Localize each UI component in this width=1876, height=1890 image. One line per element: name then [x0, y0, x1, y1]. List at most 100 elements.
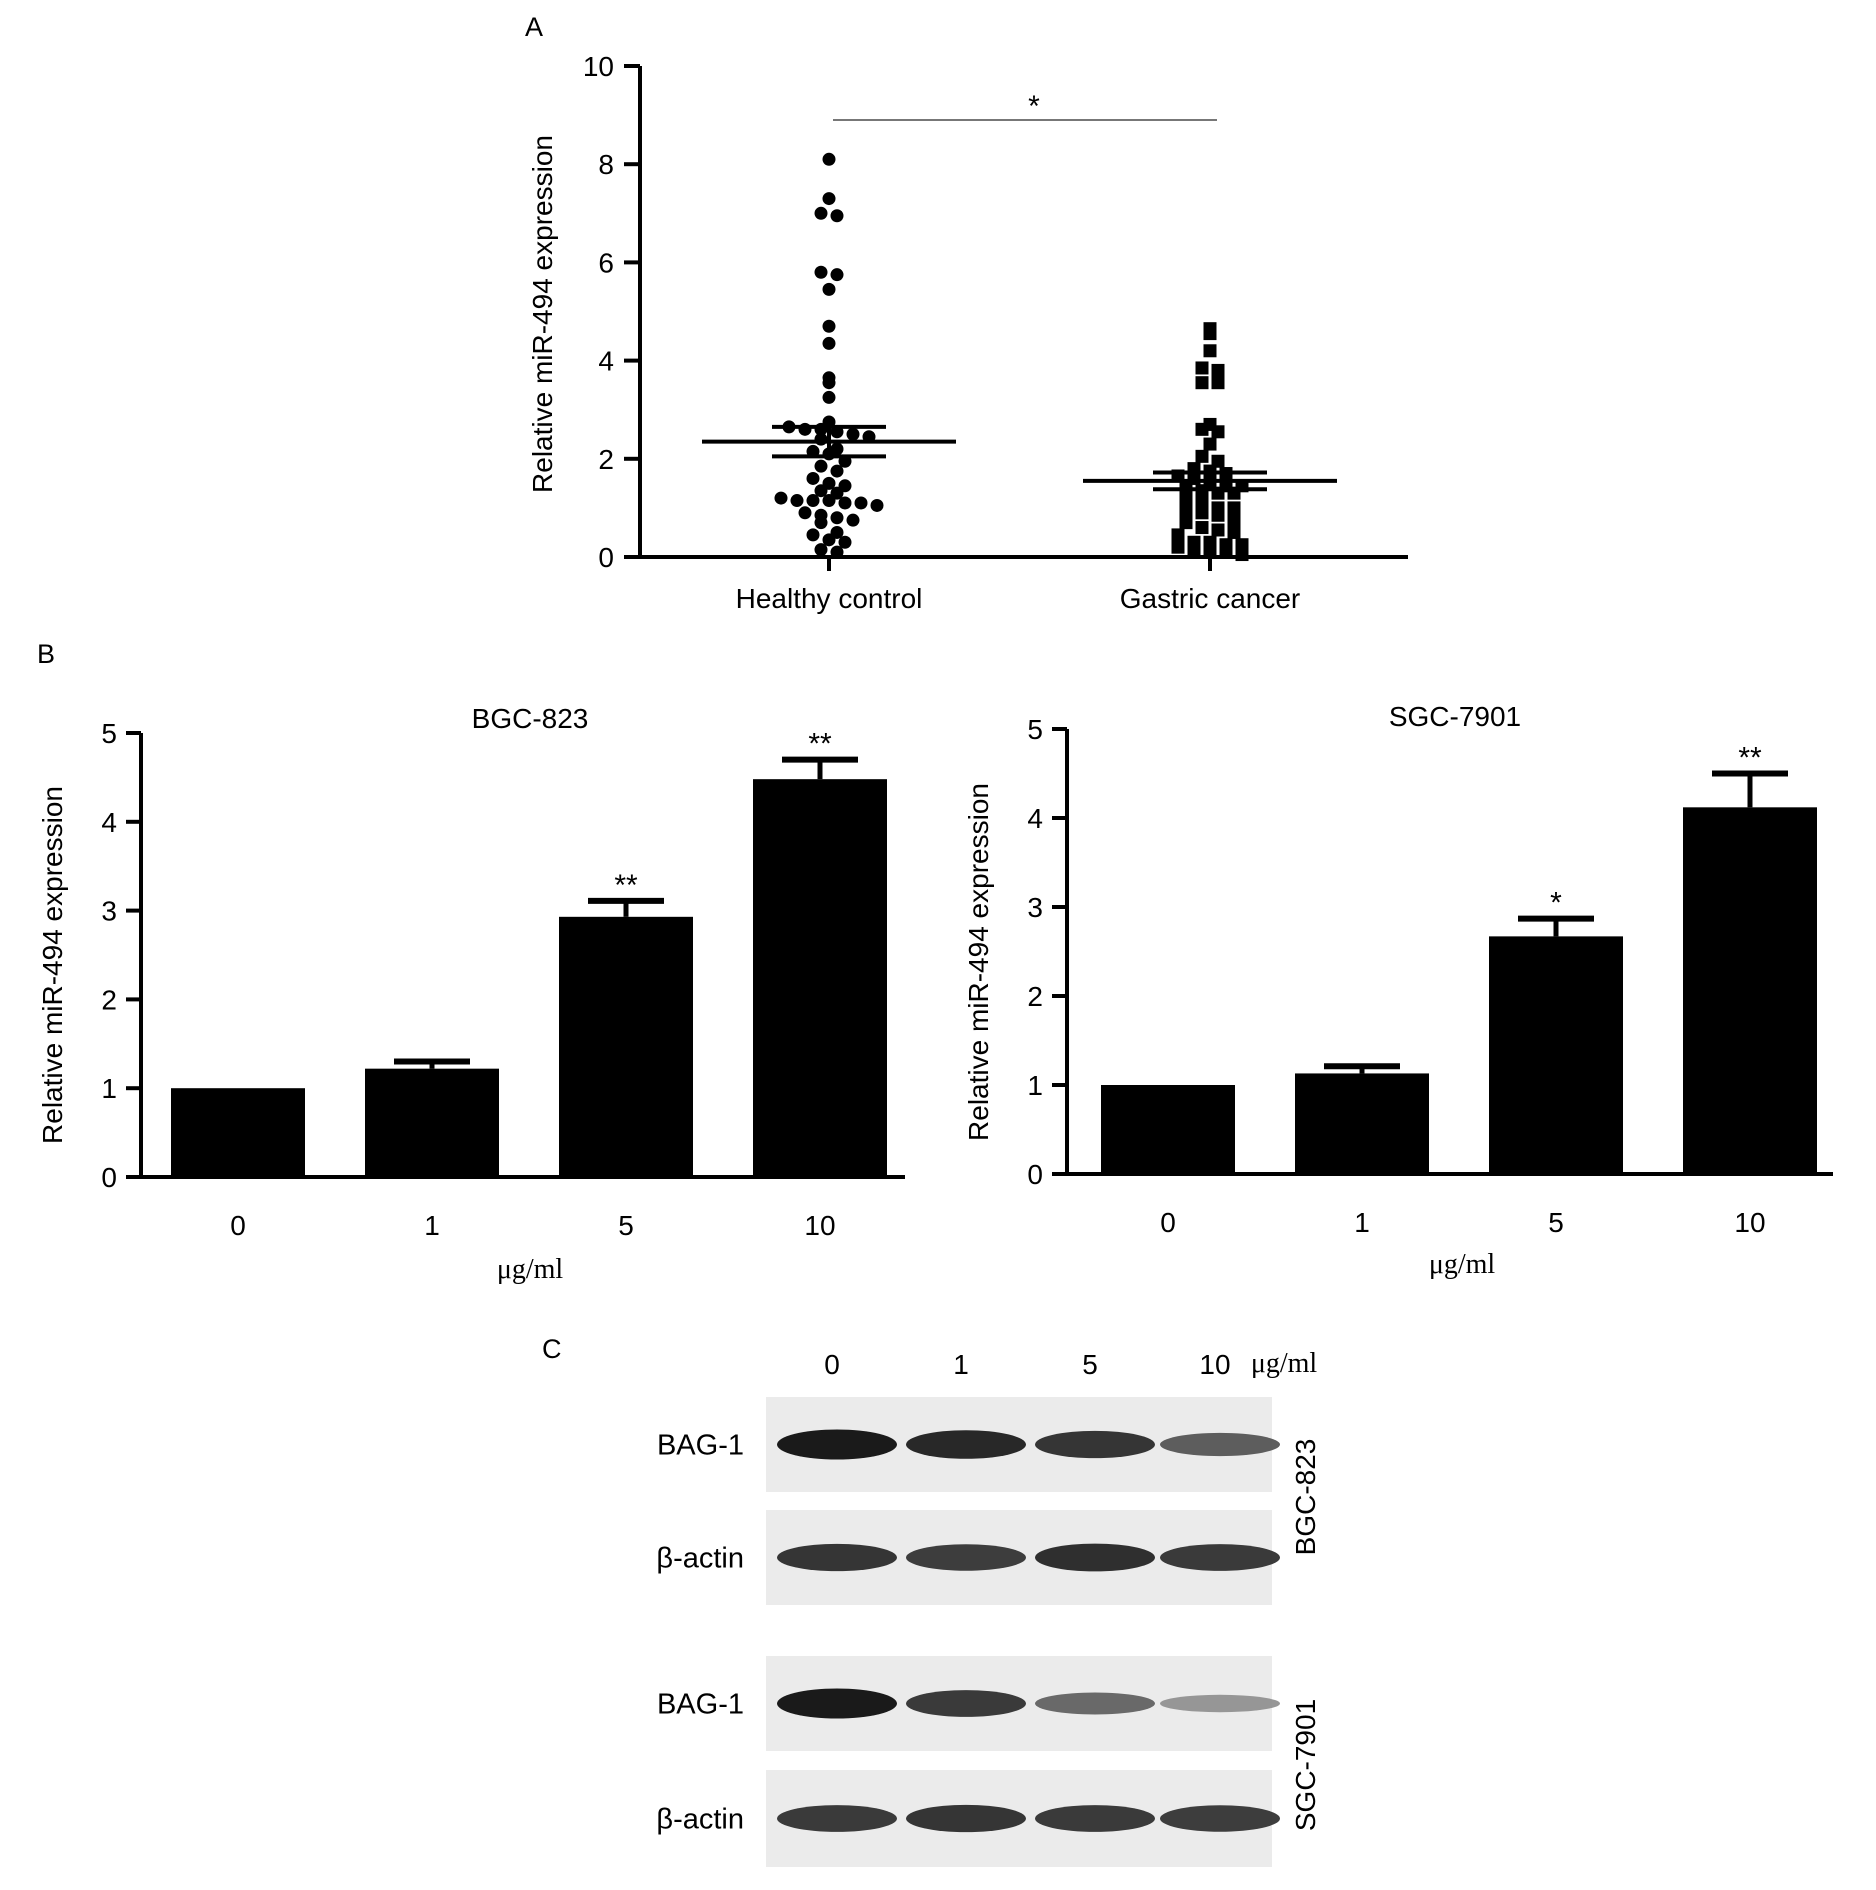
panel-label-a: A: [525, 12, 543, 42]
x-tick-label: Healthy control: [736, 583, 923, 614]
tick-label: 8: [598, 149, 614, 180]
data-point: [1211, 363, 1225, 377]
blot-band: [777, 1805, 897, 1832]
data-point: [1227, 525, 1241, 539]
data-point: [798, 422, 812, 436]
significance-label: **: [614, 869, 638, 902]
tick-label: 1: [953, 1349, 969, 1380]
bar: [1101, 1085, 1235, 1174]
data-point: [814, 265, 828, 279]
bar: [1489, 936, 1623, 1174]
tick-label: 1: [101, 1073, 117, 1104]
bar: [559, 916, 693, 1177]
lane-labels: 0 1 5 10: [824, 1349, 1230, 1380]
data-point: [1211, 376, 1225, 390]
data-point: [806, 528, 820, 542]
data-point: [1195, 494, 1209, 508]
tick-label: 5: [1027, 714, 1043, 745]
data-point: [774, 491, 788, 505]
tick-label: 0: [1027, 1159, 1043, 1190]
chart-title: SGC-7901: [1389, 701, 1521, 732]
blot-band: [1160, 1432, 1280, 1457]
significance-label: **: [1738, 742, 1762, 775]
blot-band: [777, 1688, 897, 1719]
panel-label-b: B: [37, 639, 55, 669]
blot-band: [1035, 1430, 1155, 1459]
significance-label: *: [1550, 887, 1562, 920]
data-point: [870, 498, 884, 512]
data-point: [814, 516, 828, 530]
data-point: [822, 533, 836, 547]
tick-label: 2: [1027, 981, 1043, 1012]
tick-label: 5: [1082, 1349, 1098, 1380]
tick-label: 4: [598, 346, 614, 377]
data-point: [1219, 545, 1233, 559]
data-point: [1211, 454, 1225, 468]
x-axis-label: μg/ml: [497, 1254, 564, 1285]
tick-label: 0: [824, 1349, 840, 1380]
tick-label: 2: [101, 984, 117, 1015]
data-point: [814, 206, 828, 220]
data-point: [1195, 422, 1209, 436]
lane-unit-label: μg/ml: [1251, 1348, 1318, 1379]
bars: ***: [1101, 742, 1817, 1174]
protein-label: BAG-1: [657, 1689, 744, 1721]
data-points: [774, 152, 1249, 562]
data-point: [790, 494, 804, 508]
data-point: [822, 319, 836, 333]
scatter-panel-a: 0 2 4 6 8 10 Relative miR-494 expression Heal…: [527, 51, 1408, 614]
bar: [753, 779, 887, 1177]
tick-label: 10: [1199, 1349, 1230, 1380]
data-point: [1195, 521, 1209, 535]
mean-sem-bars: [702, 424, 1337, 492]
bar: [171, 1088, 305, 1177]
data-point: [1179, 503, 1193, 517]
tick-label: 6: [598, 247, 614, 278]
data-point: [1235, 538, 1249, 552]
protein-label: β-actin: [656, 1543, 744, 1575]
data-point: [1171, 528, 1185, 542]
chart-title: BGC-823: [472, 703, 589, 734]
bars: ** **: [171, 728, 887, 1177]
data-point: [822, 376, 836, 390]
cell-line-label: BGC-823: [1290, 1439, 1321, 1556]
data-point: [846, 513, 860, 527]
protein-label: BAG-1: [657, 1430, 744, 1462]
data-point: [1211, 523, 1225, 537]
tick-label: 1: [1027, 1070, 1043, 1101]
tick-label: 1: [1354, 1207, 1370, 1238]
data-point: [1203, 543, 1217, 557]
blot-band: [1035, 1543, 1155, 1572]
blot-band: [906, 1804, 1026, 1833]
protein-label: β-actin: [656, 1804, 744, 1836]
data-point: [822, 282, 836, 296]
tick-label: 0: [101, 1162, 117, 1193]
blot-band: [1160, 1544, 1280, 1571]
data-point: [830, 268, 844, 282]
data-point: [814, 484, 828, 498]
data-point: [806, 494, 820, 508]
tick-label: 3: [1027, 892, 1043, 923]
data-point: [1195, 361, 1209, 375]
data-point: [822, 152, 836, 166]
tick-label: 2: [598, 444, 614, 475]
tick-label: 1: [424, 1210, 440, 1241]
bar-chart-bgc-823: 0 1 2 3 4 5 0 1 5 10 ** ** BGC-823 Relative miR-49…: [37, 703, 905, 1285]
data-point: [814, 543, 828, 557]
blot-band: [1035, 1805, 1155, 1832]
data-point: [1171, 540, 1185, 554]
data-point: [830, 464, 844, 478]
data-point: [1179, 516, 1193, 530]
axes: 0 1 2 3 4 5 0 1 5 10: [1027, 714, 1833, 1238]
axes: 0 2 4 6 8 10: [583, 51, 1408, 573]
blot-band: [906, 1690, 1026, 1717]
bar: [1295, 1073, 1429, 1174]
tick-label: 5: [618, 1210, 634, 1241]
panel-label-c: C: [542, 1334, 562, 1364]
data-point: [830, 511, 844, 525]
x-axis-label: μg/ml: [1429, 1249, 1496, 1280]
western-blot: 0 1 5 10 μg/ml BAG-1 β-actin BAG-1 β-actin BGC-…: [656, 1348, 1321, 1867]
blot-band: [1160, 1694, 1280, 1713]
data-point: [1195, 506, 1209, 520]
